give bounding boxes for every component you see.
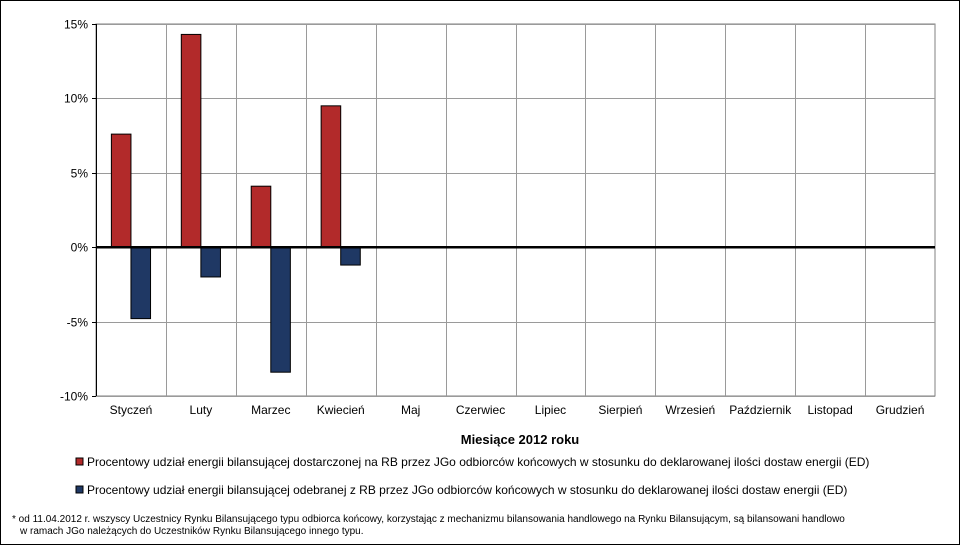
- bar: [270, 246, 291, 373]
- tick-labels: 15% 10% 5% 0% -5% -10% Styczeń Luty Marzec Kwieci…: [60, 18, 924, 418]
- axes: [92, 24, 935, 397]
- bar: [180, 33, 202, 248]
- footnote-line-1: * od 11.04.2012 r. wszyscy Uczestnicy Ry…: [12, 514, 845, 525]
- footnote-line-2: w ramach JGo należących do Uczestników R…: [20, 526, 364, 537]
- x-tick-label: Październik: [729, 403, 792, 417]
- legend-swatch: [75, 485, 84, 494]
- bar: [340, 246, 361, 266]
- legend-label: Procentowy udział energii bilansującej d…: [87, 455, 869, 469]
- y-tick-label: 5%: [71, 167, 89, 181]
- legend-label: Procentowy udział energii bilansującej o…: [87, 483, 847, 497]
- x-tick-label: Luty: [190, 403, 213, 417]
- grid-lines: [95, 23, 936, 397]
- y-tick-label: 15%: [64, 18, 88, 32]
- footnote: * od 11.04.2012 r. wszyscy Uczestnicy Ry…: [12, 514, 942, 538]
- bar: [250, 185, 272, 248]
- bars: [110, 33, 361, 373]
- x-tick-label: Marzec: [251, 403, 290, 417]
- x-tick-label: Listopad: [807, 403, 852, 417]
- x-tick-label: Czerwiec: [456, 403, 505, 417]
- legend-swatch: [75, 457, 84, 466]
- x-tick-label: Kwiecień: [317, 403, 365, 417]
- y-tick-label: 0%: [71, 241, 89, 255]
- x-tick-label: Maj: [401, 403, 420, 417]
- bar: [110, 133, 132, 248]
- y-tick-label: -5%: [67, 316, 89, 330]
- bar: [130, 246, 152, 320]
- x-tick-label: Styczeń: [110, 403, 153, 417]
- bar: [320, 105, 342, 248]
- x-tick-label: Grudzień: [876, 403, 925, 417]
- plot-area: [95, 23, 936, 397]
- y-tick-label: 10%: [64, 92, 88, 106]
- x-axis-title: Miesiące 2012 roku: [461, 432, 580, 447]
- x-tick-label: Wrzesień: [665, 403, 715, 417]
- x-tick-label: Sierpień: [598, 403, 642, 417]
- y-tick-label: -10%: [60, 390, 88, 404]
- bar: [200, 246, 221, 278]
- legend: Procentowy udział energii bilansującej d…: [75, 455, 869, 497]
- x-tick-label: Lipiec: [535, 403, 566, 417]
